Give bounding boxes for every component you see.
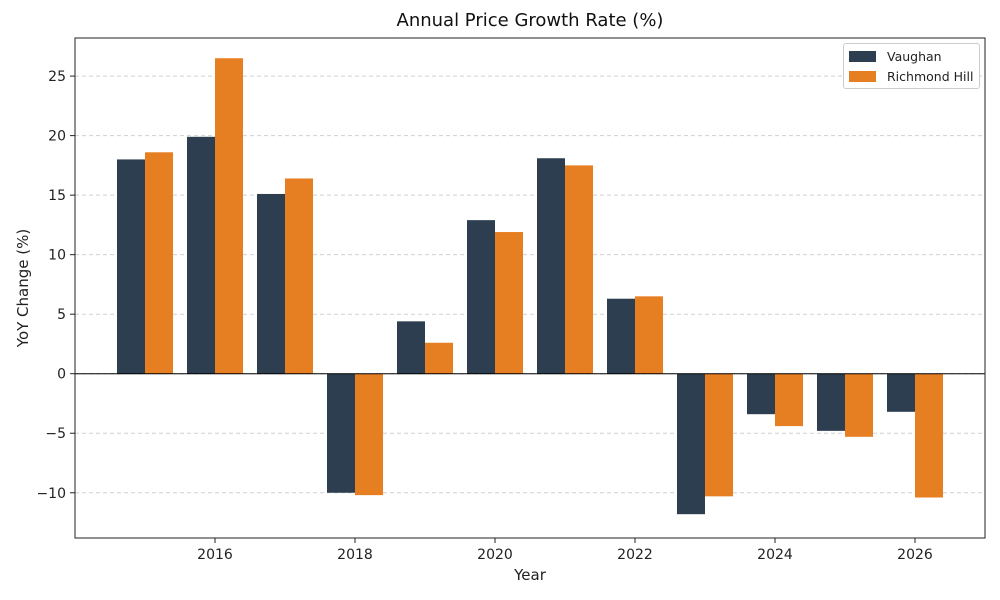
bar-richmond-hill-2016 bbox=[215, 58, 243, 374]
x-tick-label: 2022 bbox=[617, 547, 653, 563]
bar-vaughan-2024 bbox=[747, 373, 775, 415]
y-axis-label: YoY Change (%) bbox=[14, 228, 32, 348]
y-tick-label: 20 bbox=[48, 129, 66, 145]
bar-richmond-hill-2022 bbox=[635, 296, 663, 374]
bar-vaughan-2017 bbox=[257, 193, 285, 374]
y-tick-label: 10 bbox=[48, 248, 66, 264]
bar-richmond-hill-2018 bbox=[355, 373, 383, 496]
x-axis-label: Year bbox=[514, 566, 546, 584]
bar-richmond-hill-2020 bbox=[495, 232, 523, 374]
bar-vaughan-2025 bbox=[817, 373, 845, 431]
legend: Vaughan Richmond Hill bbox=[843, 43, 980, 89]
legend-item-richmond-hill: Richmond Hill bbox=[849, 68, 974, 84]
bar-vaughan-2018 bbox=[327, 373, 355, 493]
bars bbox=[117, 58, 943, 515]
bar-richmond-hill-2021 bbox=[565, 165, 593, 374]
x-tick-label: 2024 bbox=[757, 547, 793, 563]
bar-vaughan-2016 bbox=[187, 136, 215, 374]
y-tick-label: 25 bbox=[48, 69, 66, 85]
legend-label: Vaughan bbox=[887, 48, 942, 64]
bar-vaughan-2026 bbox=[887, 373, 915, 412]
bar-richmond-hill-2017 bbox=[285, 178, 313, 374]
bar-richmond-hill-2023 bbox=[705, 373, 733, 497]
bar-richmond-hill-2015 bbox=[145, 152, 173, 374]
y-tick-label: −5 bbox=[45, 426, 66, 442]
bar-richmond-hill-2024 bbox=[775, 373, 803, 427]
y-tick-label: 5 bbox=[57, 307, 66, 323]
legend-swatch bbox=[849, 70, 876, 82]
bar-vaughan-2023 bbox=[677, 373, 705, 515]
legend-swatch bbox=[849, 50, 876, 62]
x-tick-label: 2016 bbox=[197, 547, 233, 563]
bar-vaughan-2022 bbox=[607, 298, 635, 374]
x-tick-label: 2026 bbox=[897, 547, 933, 563]
bar-vaughan-2019 bbox=[397, 321, 425, 374]
bar-richmond-hill-2019 bbox=[425, 342, 453, 374]
bar-vaughan-2020 bbox=[467, 220, 495, 374]
y-axis-ticks: 25 20 15 10 5 0 −5 −10 bbox=[36, 69, 75, 502]
y-tick-label: −10 bbox=[36, 486, 66, 502]
x-axis-ticks: 2016 2018 2020 2022 2024 2026 bbox=[197, 538, 933, 563]
bar-vaughan-2021 bbox=[537, 158, 565, 374]
y-tick-label: 0 bbox=[57, 367, 66, 383]
bar-vaughan-2015 bbox=[117, 159, 145, 374]
legend-item-vaughan: Vaughan bbox=[849, 48, 942, 64]
x-tick-label: 2020 bbox=[477, 547, 513, 563]
plot-area bbox=[74, 37, 986, 539]
bar-richmond-hill-2026 bbox=[915, 373, 943, 498]
bar-richmond-hill-2025 bbox=[845, 373, 873, 437]
chart-title: Annual Price Growth Rate (%) bbox=[396, 10, 664, 31]
y-tick-label: 15 bbox=[48, 188, 66, 204]
x-tick-label: 2018 bbox=[337, 547, 373, 563]
legend-label: Richmond Hill bbox=[887, 68, 974, 84]
